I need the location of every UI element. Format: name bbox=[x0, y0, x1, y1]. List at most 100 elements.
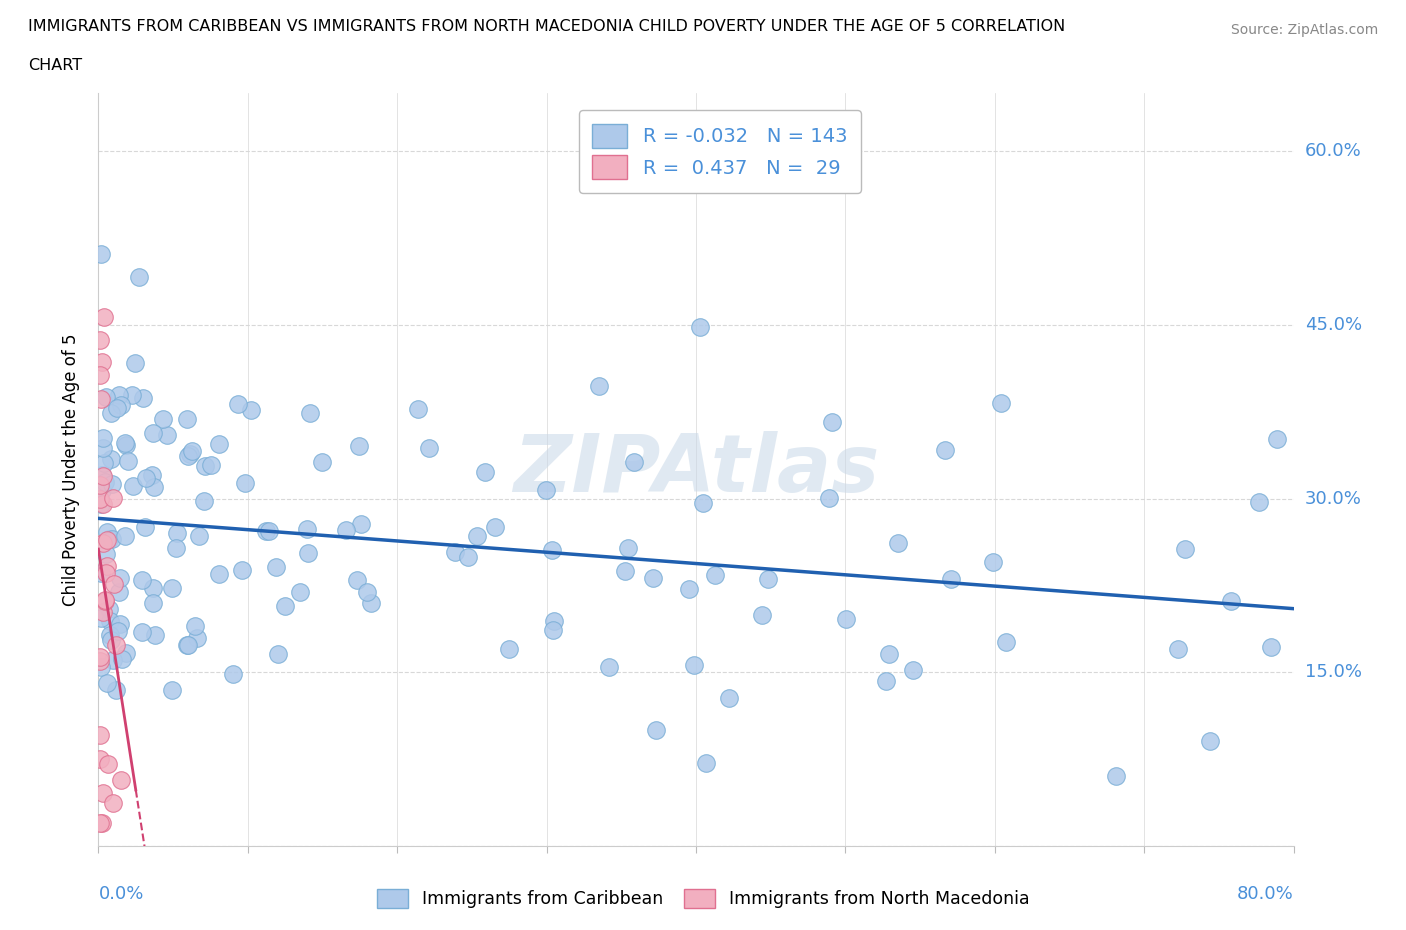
Point bbox=[105, 683, 128, 698]
Point bbox=[94, 547, 117, 562]
Point bbox=[645, 723, 668, 737]
Point bbox=[89, 478, 111, 493]
Point bbox=[678, 581, 700, 596]
Point bbox=[360, 596, 382, 611]
Point bbox=[100, 476, 122, 491]
Point bbox=[121, 387, 143, 402]
Point bbox=[886, 536, 908, 551]
Point bbox=[117, 453, 139, 468]
Point bbox=[835, 611, 858, 626]
Point bbox=[194, 458, 217, 473]
Point bbox=[756, 572, 779, 587]
Text: IMMIGRANTS FROM CARIBBEAN VS IMMIGRANTS FROM NORTH MACEDONIA CHILD POVERTY UNDER: IMMIGRANTS FROM CARIBBEAN VS IMMIGRANTS … bbox=[28, 19, 1066, 33]
Point bbox=[233, 475, 256, 490]
Y-axis label: Child Poverty Under the Age of 5: Child Poverty Under the Age of 5 bbox=[62, 333, 80, 606]
Legend: Immigrants from Caribbean, Immigrants from North Macedonia: Immigrants from Caribbean, Immigrants fr… bbox=[368, 880, 1038, 917]
Point bbox=[107, 623, 129, 638]
Point bbox=[91, 430, 114, 445]
Point bbox=[94, 592, 117, 607]
Point bbox=[408, 402, 430, 417]
Point bbox=[108, 617, 131, 631]
Point bbox=[288, 585, 311, 600]
Point bbox=[141, 468, 163, 483]
Point bbox=[188, 528, 211, 543]
Point bbox=[110, 398, 132, 413]
Text: 0.0%: 0.0% bbox=[98, 885, 143, 903]
Point bbox=[100, 452, 122, 467]
Point bbox=[704, 567, 727, 582]
Point bbox=[717, 691, 740, 706]
Point bbox=[135, 471, 157, 485]
Point bbox=[186, 631, 208, 645]
Point bbox=[91, 467, 114, 482]
Text: 30.0%: 30.0% bbox=[1305, 489, 1361, 508]
Point bbox=[176, 638, 198, 653]
Point bbox=[91, 468, 114, 483]
Text: 60.0%: 60.0% bbox=[1305, 142, 1361, 160]
Point bbox=[96, 533, 118, 548]
Point bbox=[1167, 642, 1189, 657]
Point bbox=[934, 442, 956, 457]
Point bbox=[273, 599, 295, 614]
Point bbox=[152, 412, 174, 427]
Point bbox=[101, 491, 124, 506]
Point bbox=[1265, 432, 1288, 446]
Point bbox=[176, 411, 198, 426]
Point bbox=[689, 320, 711, 335]
Point bbox=[122, 479, 145, 494]
Point bbox=[143, 627, 166, 642]
Point bbox=[616, 540, 638, 555]
Point bbox=[200, 458, 222, 472]
Point bbox=[981, 554, 1004, 569]
Point bbox=[100, 614, 122, 629]
Point bbox=[93, 474, 115, 489]
Point bbox=[90, 392, 112, 406]
Point bbox=[179, 446, 201, 461]
Point bbox=[166, 526, 188, 541]
Text: 80.0%: 80.0% bbox=[1237, 885, 1294, 903]
Point bbox=[124, 356, 146, 371]
Point bbox=[298, 406, 321, 421]
Point bbox=[623, 455, 645, 470]
Point bbox=[96, 390, 118, 405]
Point bbox=[613, 564, 636, 578]
Point bbox=[207, 566, 229, 581]
Point bbox=[131, 625, 153, 640]
Point bbox=[91, 786, 114, 801]
Point bbox=[751, 608, 773, 623]
Point bbox=[89, 368, 111, 383]
Point bbox=[105, 401, 128, 416]
Point bbox=[297, 546, 319, 561]
Point bbox=[259, 524, 281, 538]
Point bbox=[877, 646, 900, 661]
Point bbox=[89, 654, 111, 669]
Point bbox=[89, 492, 111, 507]
Point bbox=[941, 571, 963, 586]
Point bbox=[91, 482, 114, 497]
Point bbox=[91, 604, 114, 619]
Point bbox=[540, 542, 562, 557]
Point bbox=[692, 495, 714, 510]
Point bbox=[100, 532, 122, 547]
Point bbox=[100, 405, 122, 420]
Point bbox=[180, 443, 202, 458]
Point bbox=[588, 379, 610, 393]
Point bbox=[598, 660, 620, 675]
Point bbox=[875, 673, 897, 688]
Point bbox=[91, 536, 114, 551]
Point bbox=[347, 439, 370, 454]
Point bbox=[465, 528, 488, 543]
Point bbox=[100, 632, 122, 647]
Point bbox=[534, 483, 557, 498]
Point bbox=[695, 756, 717, 771]
Point bbox=[108, 570, 131, 585]
Point bbox=[821, 415, 844, 430]
Point bbox=[160, 683, 183, 698]
Point bbox=[114, 529, 136, 544]
Point bbox=[97, 601, 120, 616]
Point bbox=[295, 521, 318, 536]
Point bbox=[114, 435, 136, 450]
Point bbox=[143, 479, 166, 494]
Point bbox=[474, 465, 496, 480]
Text: ZIPAtlas: ZIPAtlas bbox=[513, 431, 879, 509]
